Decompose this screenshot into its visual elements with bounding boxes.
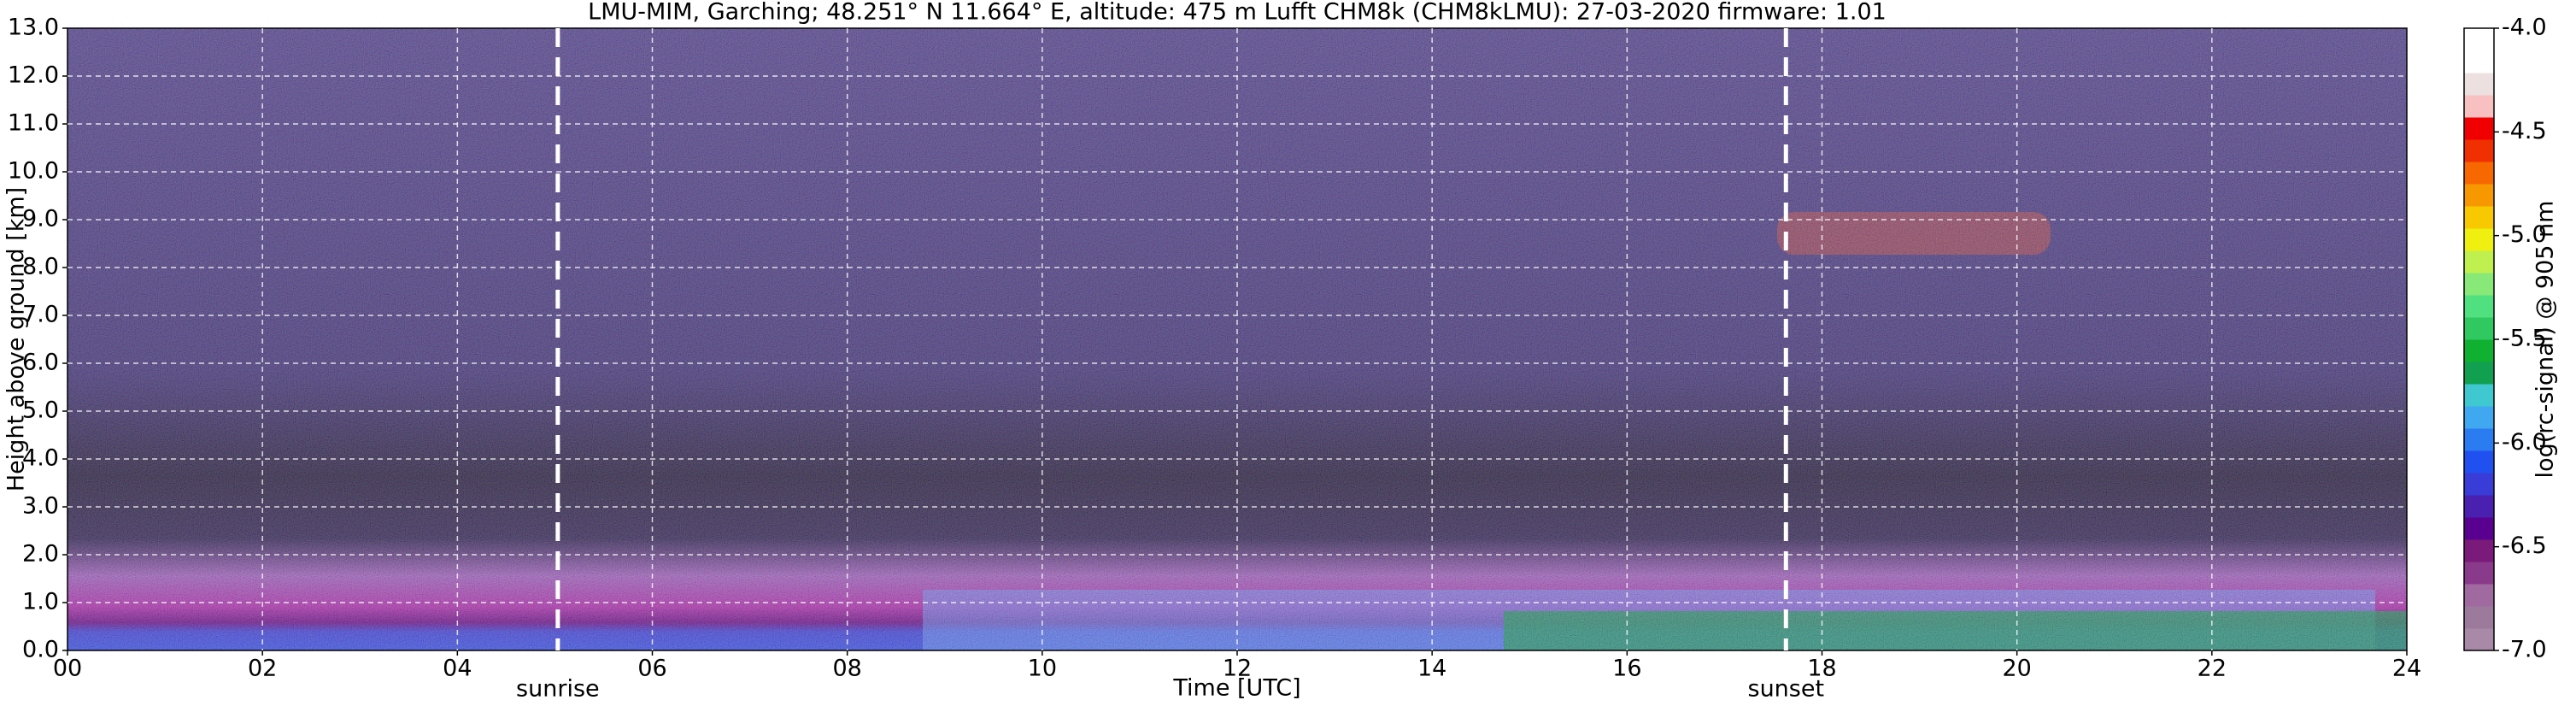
x-tick-label: 20 bbox=[2002, 656, 2031, 682]
colorbar-swatch bbox=[2464, 73, 2494, 96]
colorbar-swatch bbox=[2464, 362, 2494, 385]
y-tick-label: 11.0 bbox=[8, 110, 59, 137]
colorbar-swatch bbox=[2464, 250, 2494, 274]
y-tick-label: 5.0 bbox=[22, 397, 59, 424]
y-tick-label: 6.0 bbox=[22, 350, 59, 376]
x-tick-label: 06 bbox=[637, 656, 666, 682]
colorbar-swatch bbox=[2464, 117, 2494, 140]
colorbar-tick-label: -4.0 bbox=[2502, 15, 2547, 41]
y-tick-label: 3.0 bbox=[22, 493, 59, 520]
y-axis-label: Height above ground [km] bbox=[3, 187, 30, 491]
x-tick-label: 04 bbox=[443, 656, 472, 682]
colorbar-swatch bbox=[2464, 184, 2494, 207]
colorbar-swatch bbox=[2464, 584, 2494, 607]
y-tick-label: 4.0 bbox=[22, 445, 59, 472]
x-axis-label: Time [UTC] bbox=[1172, 675, 1300, 702]
x-tick-label: 18 bbox=[1807, 656, 1836, 682]
annotation-label: sunset bbox=[1748, 676, 1825, 703]
colorbar-swatch bbox=[2464, 162, 2494, 185]
y-tick-label: 7.0 bbox=[22, 302, 59, 328]
annotation-label: sunrise bbox=[516, 676, 600, 703]
y-tick-label: 1.0 bbox=[22, 589, 59, 615]
x-tick-label: 22 bbox=[2198, 656, 2227, 682]
colorbar-tick-label: -5.5 bbox=[2502, 326, 2547, 352]
colorbar-swatch bbox=[2464, 495, 2494, 518]
colorbar-swatch bbox=[2464, 539, 2494, 562]
colorbar-swatch bbox=[2464, 228, 2494, 251]
y-tick-label: 12.0 bbox=[8, 62, 59, 89]
colorbar-swatch bbox=[2464, 339, 2494, 362]
colorbar-tick-label: -6.0 bbox=[2502, 429, 2547, 456]
colorbar-swatch bbox=[2464, 428, 2494, 451]
colorbar-swatch bbox=[2464, 406, 2494, 429]
colorbar-swatch bbox=[2464, 95, 2494, 118]
colorbar-swatch bbox=[2464, 517, 2494, 540]
colorbar-swatch bbox=[2464, 606, 2494, 629]
x-tick-label: 14 bbox=[1417, 656, 1446, 682]
colorbar-swatch bbox=[2464, 562, 2494, 585]
colorbar-tick-label: -6.5 bbox=[2502, 532, 2547, 559]
x-tick-label: 00 bbox=[53, 656, 82, 682]
x-tick-label: 08 bbox=[832, 656, 861, 682]
colorbar-swatch bbox=[2464, 628, 2494, 651]
colorbar-swatch bbox=[2464, 384, 2494, 407]
y-tick-label: 2.0 bbox=[22, 541, 59, 568]
colorbar-swatch bbox=[2464, 28, 2494, 51]
x-tick-label: 12 bbox=[1223, 656, 1252, 682]
colorbar-swatch bbox=[2464, 273, 2494, 296]
colorbar-swatch bbox=[2464, 317, 2494, 340]
colorbar-swatch bbox=[2464, 139, 2494, 162]
colorbar-label: log(rc-signal) @ 905 nm bbox=[2532, 201, 2559, 479]
x-tick-label: 02 bbox=[248, 656, 277, 682]
y-tick-label: 13.0 bbox=[8, 15, 59, 41]
y-tick-label: 9.0 bbox=[22, 206, 59, 232]
colorbar-tick-label: -7.0 bbox=[2502, 637, 2547, 663]
x-tick-label: 24 bbox=[2392, 656, 2421, 682]
colorbar-swatch bbox=[2464, 50, 2494, 74]
x-tick-label: 16 bbox=[1612, 656, 1641, 682]
colorbar-tick-label: -4.5 bbox=[2502, 118, 2547, 144]
colorbar-swatch bbox=[2464, 206, 2494, 229]
y-tick-label: 8.0 bbox=[22, 254, 59, 280]
y-tick-label: 10.0 bbox=[8, 158, 59, 185]
y-tick-label: 0.0 bbox=[22, 637, 59, 663]
colorbar-swatch bbox=[2464, 473, 2494, 496]
colorbar-swatch bbox=[2464, 450, 2494, 474]
colorbar-tick-label: -5.0 bbox=[2502, 221, 2547, 248]
chart-title: LMU-MIM, Garching; 48.251° N 11.664° E, … bbox=[588, 0, 1887, 26]
colorbar-swatch bbox=[2464, 295, 2494, 318]
x-tick-label: 10 bbox=[1028, 656, 1057, 682]
